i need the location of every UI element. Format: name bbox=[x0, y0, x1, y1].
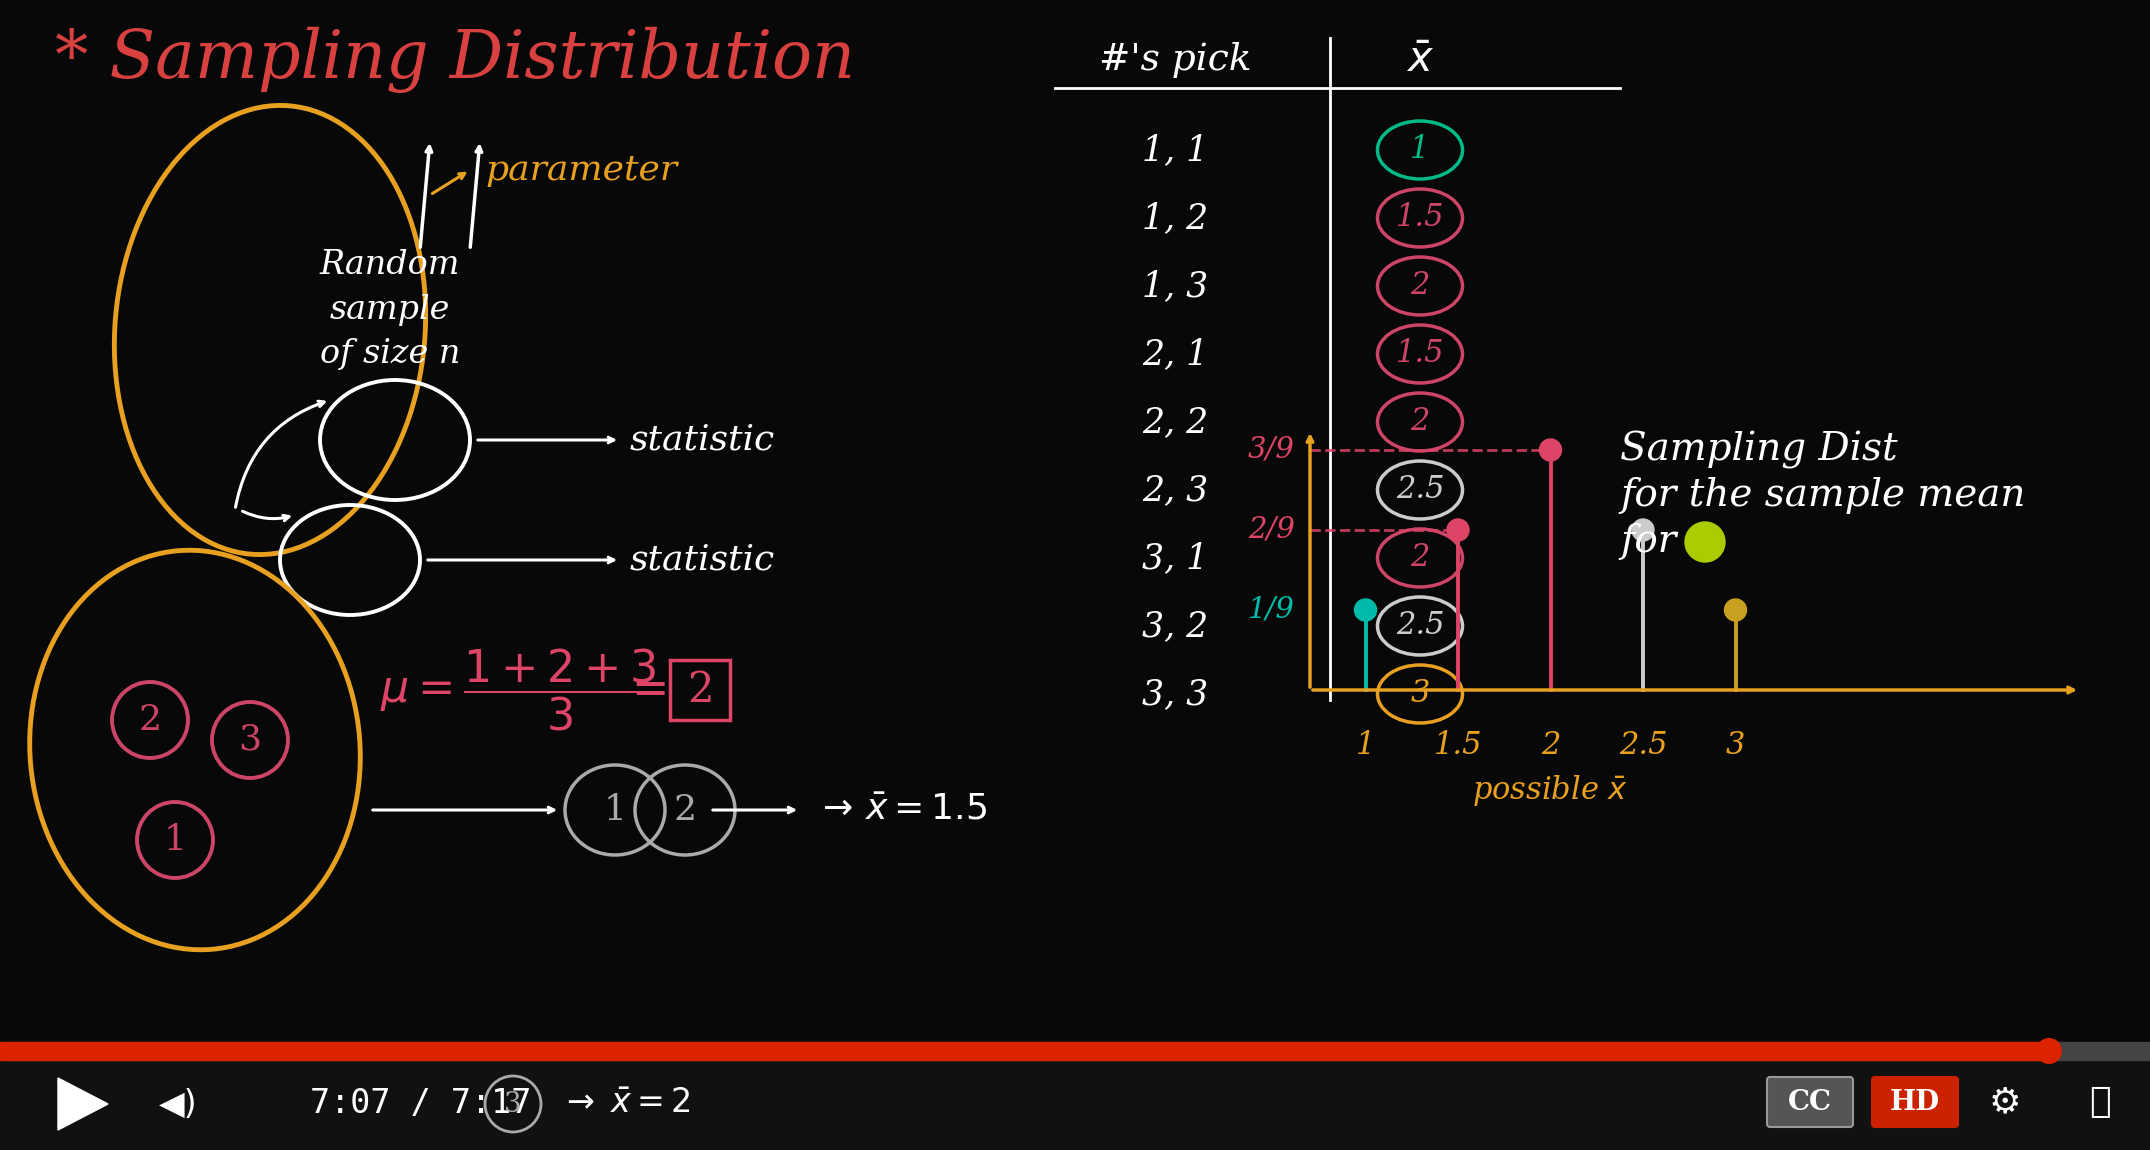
Text: 1.5: 1.5 bbox=[1395, 202, 1445, 233]
Bar bbox=[0, 1060, 2150, 1150]
Text: for the sample mean: for the sample mean bbox=[1619, 476, 2025, 514]
Text: parameter: parameter bbox=[486, 153, 677, 187]
Text: 1/9: 1/9 bbox=[1249, 596, 1294, 624]
Text: 1.5: 1.5 bbox=[1434, 729, 1481, 760]
Text: ⛶: ⛶ bbox=[2090, 1084, 2111, 1119]
Text: 3: 3 bbox=[1410, 678, 1430, 710]
Text: 2: 2 bbox=[673, 793, 697, 827]
Text: 1.5: 1.5 bbox=[1395, 338, 1445, 369]
Bar bbox=[0, 1042, 2150, 1060]
FancyBboxPatch shape bbox=[1873, 1078, 1959, 1127]
Circle shape bbox=[1686, 522, 1724, 562]
Text: 3: 3 bbox=[239, 723, 262, 757]
Text: 2.5: 2.5 bbox=[1395, 475, 1445, 506]
Text: 2.5: 2.5 bbox=[1619, 729, 1666, 760]
Text: 3, 2: 3, 2 bbox=[1142, 610, 1208, 643]
Text: 3/9: 3/9 bbox=[1249, 436, 1294, 463]
Text: 1: 1 bbox=[1357, 729, 1376, 760]
Text: 1, 2: 1, 2 bbox=[1142, 201, 1208, 235]
Text: $\mu = \dfrac{1+2+3}{3}$: $\mu = \dfrac{1+2+3}{3}$ bbox=[381, 646, 660, 734]
Text: 2: 2 bbox=[1542, 729, 1561, 760]
Circle shape bbox=[1632, 519, 1653, 540]
Text: =: = bbox=[632, 668, 669, 712]
Text: HD: HD bbox=[1890, 1089, 1939, 1116]
Text: $\rightarrow\,\bar{x} = 1.5$: $\rightarrow\,\bar{x} = 1.5$ bbox=[815, 793, 987, 827]
Text: 2: 2 bbox=[138, 703, 161, 737]
Text: 2.5: 2.5 bbox=[1395, 611, 1445, 642]
Text: Sampling Dist: Sampling Dist bbox=[1619, 431, 1898, 469]
Text: 2, 3: 2, 3 bbox=[1142, 473, 1208, 507]
Text: 3: 3 bbox=[1726, 729, 1746, 760]
Text: 2: 2 bbox=[1410, 406, 1430, 437]
Text: 2: 2 bbox=[1410, 543, 1430, 574]
Text: 7:07 / 7:17: 7:07 / 7:17 bbox=[310, 1088, 531, 1120]
Text: 1, 1: 1, 1 bbox=[1142, 133, 1208, 167]
Circle shape bbox=[1354, 599, 1376, 621]
Text: 2: 2 bbox=[1410, 270, 1430, 301]
Text: Random
sample
of size n: Random sample of size n bbox=[320, 250, 460, 370]
Text: 2/9: 2/9 bbox=[1249, 516, 1294, 544]
FancyBboxPatch shape bbox=[1767, 1078, 1853, 1127]
Circle shape bbox=[2036, 1038, 2062, 1064]
Text: #'s pick: #'s pick bbox=[1099, 43, 1251, 78]
Bar bbox=[0, 1042, 2049, 1060]
Text: 1, 3: 1, 3 bbox=[1142, 269, 1208, 302]
Text: 3, 1: 3, 1 bbox=[1142, 540, 1208, 575]
Text: 2, 1: 2, 1 bbox=[1142, 337, 1208, 371]
Text: possible $\bar{x}$: possible $\bar{x}$ bbox=[1473, 773, 1630, 807]
Text: ◀): ◀) bbox=[159, 1088, 198, 1120]
Text: 3, 3: 3, 3 bbox=[1142, 677, 1208, 711]
Text: 3: 3 bbox=[505, 1090, 522, 1118]
Text: 1: 1 bbox=[1410, 135, 1430, 166]
Text: $\bar{x}$: $\bar{x}$ bbox=[1406, 39, 1434, 80]
Text: ⚙: ⚙ bbox=[1989, 1084, 2021, 1119]
Circle shape bbox=[1539, 439, 1561, 461]
Text: * Sampling Distribution: * Sampling Distribution bbox=[56, 26, 856, 93]
Text: for: for bbox=[1619, 523, 1677, 560]
Text: $\rightarrow\;\bar{x} = 2$: $\rightarrow\;\bar{x} = 2$ bbox=[559, 1088, 690, 1120]
Text: 1: 1 bbox=[604, 793, 626, 827]
Text: CC: CC bbox=[1789, 1089, 1832, 1116]
Polygon shape bbox=[58, 1078, 108, 1130]
Text: statistic: statistic bbox=[630, 543, 776, 577]
Text: statistic: statistic bbox=[630, 423, 776, 457]
Circle shape bbox=[1447, 519, 1468, 540]
Text: 2: 2 bbox=[686, 669, 714, 711]
Text: 1: 1 bbox=[163, 823, 187, 857]
Circle shape bbox=[1724, 599, 1746, 621]
Text: 2, 2: 2, 2 bbox=[1142, 405, 1208, 439]
